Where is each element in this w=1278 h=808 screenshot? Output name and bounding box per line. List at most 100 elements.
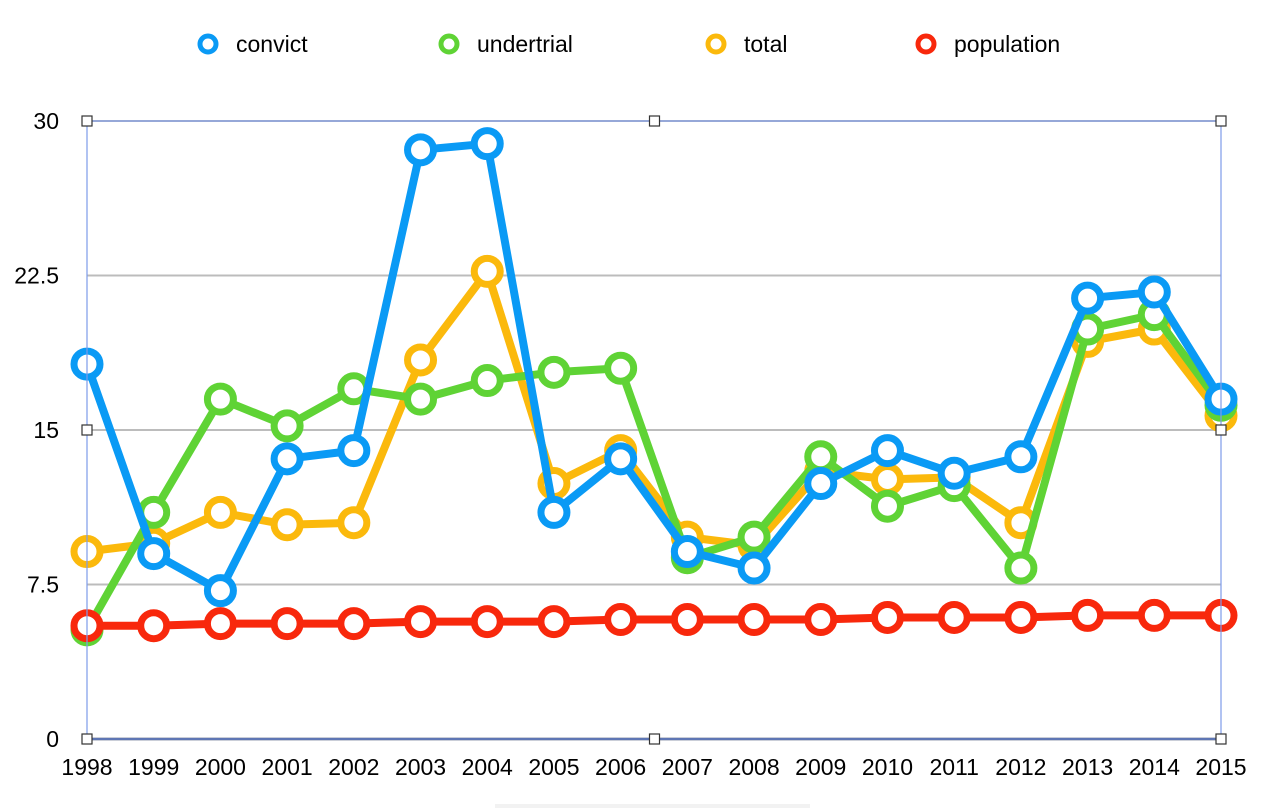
resize-handle[interactable]	[81, 424, 93, 436]
x-tick-label: 2004	[462, 754, 513, 780]
data-point-convict	[337, 434, 371, 468]
x-tick-label: 2015	[1195, 754, 1246, 780]
series-line-convict	[83, 139, 1225, 595]
legend-marker	[438, 33, 460, 55]
legend-item-population: population	[915, 31, 1060, 57]
selection-frame[interactable]	[81, 115, 1227, 745]
data-point-total	[404, 343, 438, 377]
data-point-convict	[270, 442, 304, 476]
data-point-undertrial	[870, 489, 904, 523]
x-tick-label: 2011	[929, 754, 978, 780]
x-tick-label: 2014	[1129, 754, 1180, 780]
resize-handle[interactable]	[1215, 424, 1227, 436]
x-tick-label: 2006	[595, 754, 646, 780]
resize-handle[interactable]	[1215, 733, 1227, 745]
data-point-population	[537, 605, 571, 639]
data-point-convict	[937, 456, 971, 490]
x-tick-label: 2007	[662, 754, 713, 780]
legend-marker	[705, 33, 727, 55]
data-point-total	[203, 495, 237, 529]
data-point-population	[870, 600, 904, 634]
y-axis: 0 7.5 15 22.5 30	[14, 108, 59, 752]
legend-label: population	[954, 31, 1060, 57]
data-point-undertrial	[737, 520, 771, 554]
data-point-population	[937, 600, 971, 634]
y-tick-label: 30	[33, 108, 59, 134]
legend-item-convict: convict	[197, 31, 308, 57]
data-point-total	[470, 254, 504, 288]
data-point-convict	[470, 127, 504, 161]
legend-marker	[197, 33, 219, 55]
data-point-population	[804, 603, 838, 637]
data-point-population	[670, 603, 704, 637]
legend-item-undertrial: undertrial	[438, 31, 573, 57]
y-tick-label: 0	[46, 726, 59, 752]
resize-handle[interactable]	[648, 733, 661, 745]
x-axis: 1998 1999 2000 2001 2002 2003 2004 2005 2006 2007…	[61, 754, 1246, 780]
data-point-population	[137, 609, 171, 643]
legend-label: total	[744, 31, 787, 57]
data-point-convict	[870, 434, 904, 468]
resize-handle[interactable]	[648, 115, 661, 127]
data-point-population	[470, 605, 504, 639]
data-point-population	[203, 607, 237, 641]
data-point-population	[1004, 600, 1038, 634]
series-group	[70, 127, 1238, 647]
data-point-undertrial	[604, 351, 638, 385]
legend-label: undertrial	[477, 31, 573, 57]
data-point-undertrial	[270, 409, 304, 443]
data-point-convict	[137, 537, 171, 571]
resize-handle[interactable]	[81, 733, 93, 745]
data-point-undertrial	[203, 382, 237, 416]
x-tick-label: 2002	[328, 754, 379, 780]
legend-label: convict	[236, 31, 308, 57]
data-point-convict	[604, 442, 638, 476]
x-tick-label: 2003	[395, 754, 446, 780]
y-tick-label: 22.5	[14, 263, 59, 289]
data-point-convict	[203, 574, 237, 608]
x-tick-label: 2009	[795, 754, 846, 780]
y-tick-label: 15	[33, 417, 59, 443]
data-point-convict	[670, 535, 704, 569]
data-point-convict	[404, 133, 438, 167]
legend: convict undertrial total population	[197, 31, 1060, 57]
x-tick-label: 2008	[728, 754, 779, 780]
data-point-population	[604, 603, 638, 637]
series-line-population	[83, 611, 1225, 630]
x-tick-label: 2005	[528, 754, 579, 780]
data-point-population	[1137, 598, 1171, 632]
resize-handle[interactable]	[1215, 115, 1227, 127]
series-population	[70, 598, 1238, 643]
data-point-convict	[1004, 440, 1038, 474]
data-point-population	[337, 607, 371, 641]
data-point-convict	[737, 551, 771, 585]
data-point-total	[270, 508, 304, 542]
data-point-total	[870, 462, 904, 496]
data-point-undertrial	[470, 364, 504, 398]
y-tick-label: 7.5	[27, 572, 59, 598]
data-point-undertrial	[804, 440, 838, 474]
x-tick-label: 2000	[195, 754, 246, 780]
data-point-population	[737, 603, 771, 637]
data-point-population	[1071, 598, 1105, 632]
data-point-convict	[804, 467, 838, 501]
series-convict	[70, 127, 1238, 608]
data-point-convict	[537, 495, 571, 529]
data-point-undertrial	[537, 355, 571, 389]
data-point-undertrial	[1004, 551, 1038, 585]
series-line-undertrial	[83, 310, 1225, 634]
legend-item-total: total	[705, 31, 787, 57]
data-point-convict	[1137, 275, 1171, 309]
legend-marker	[915, 33, 937, 55]
x-tick-label: 2001	[262, 754, 313, 780]
x-tick-label: 1999	[128, 754, 179, 780]
bottom-scroll-bar[interactable]	[495, 804, 810, 808]
series-undertrial	[70, 298, 1238, 647]
x-tick-label: 1998	[61, 754, 112, 780]
data-point-undertrial	[404, 382, 438, 416]
data-point-population	[270, 607, 304, 641]
x-tick-label: 2010	[862, 754, 913, 780]
data-point-convict	[1071, 281, 1105, 315]
resize-handle[interactable]	[81, 115, 93, 127]
